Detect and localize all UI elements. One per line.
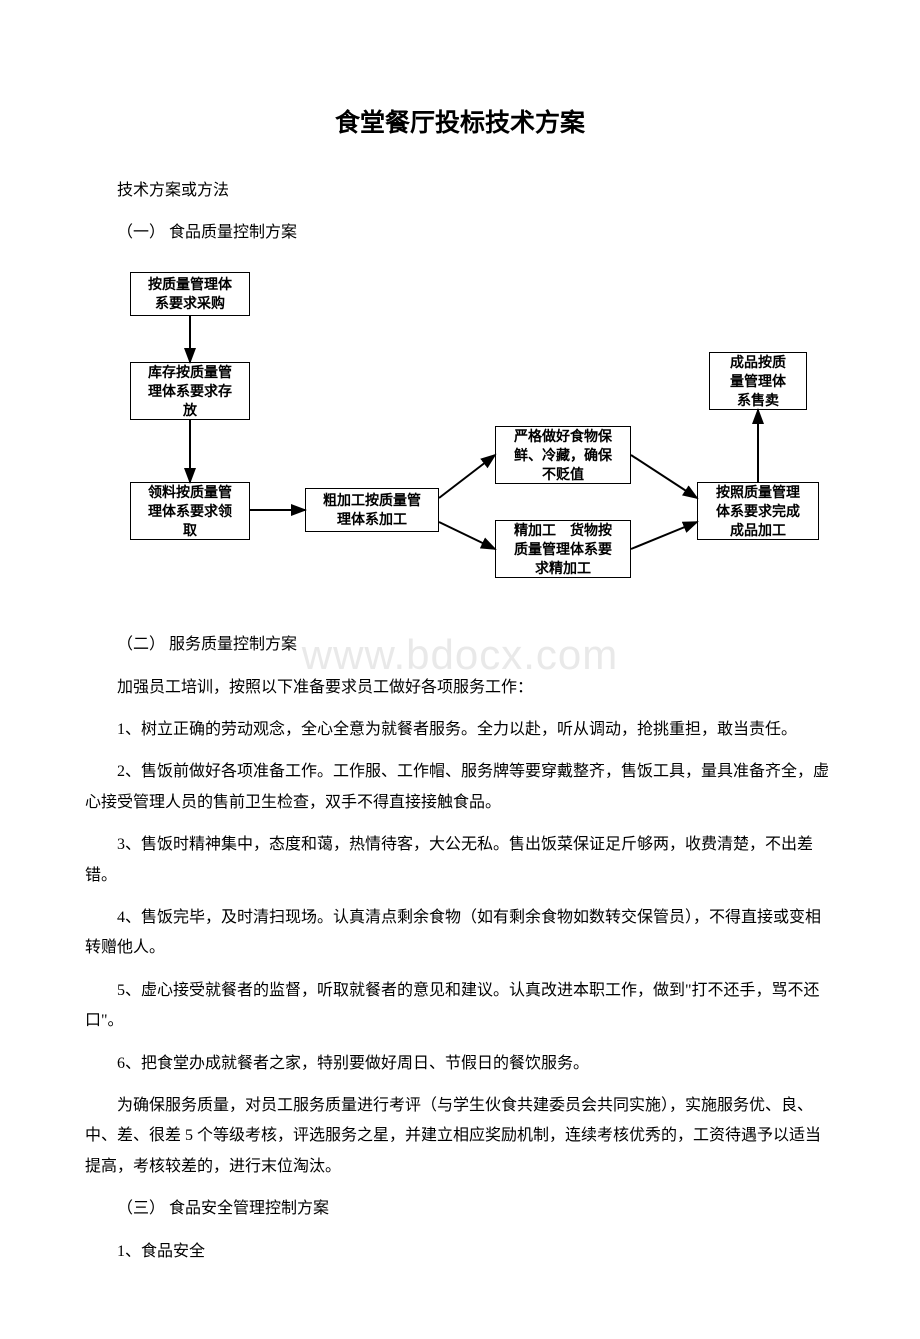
section-2-item: 6、把食堂办成就餐者之家，特别要做好周日、节假日的餐饮服务。 bbox=[85, 1049, 835, 1079]
flowchart-node-n4: 粗加工按质量管理体系加工 bbox=[305, 488, 439, 532]
section-2-tail: 为确保服务质量，对员工服务质量进行考评（与学生伙食共建委员会共同实施），实施服务… bbox=[85, 1091, 835, 1182]
section-1-heading: （一） 食品质量控制方案 bbox=[85, 218, 835, 248]
section-2-item: 2、售饭前做好各项准备工作。工作服、工作帽、服务牌等要穿戴整齐，售饭工具，量具准… bbox=[85, 757, 835, 818]
flowchart-edge bbox=[631, 522, 697, 549]
section-2-item: 5、虚心接受就餐者的监督，听取就餐者的意见和建议。认真改进本职工作，做到"打不还… bbox=[85, 976, 835, 1037]
flowchart-edge bbox=[631, 455, 697, 498]
section-3-item-1: 1、食品安全 bbox=[85, 1237, 835, 1267]
section-3-heading: （三） 食品安全管理控制方案 bbox=[85, 1194, 835, 1224]
food-quality-flowchart: 按质量管理体系要求采购库存按质量管理体系要求存放领料按质量管理体系要求领取 粗加工… bbox=[75, 260, 835, 620]
flowchart-edge bbox=[439, 455, 495, 498]
flowchart-edge bbox=[439, 522, 495, 549]
section-2-item: 3、售饭时精神集中，态度和蔼，热情待客，大公无私。售出饭菜保证足斤够两，收费清楚… bbox=[85, 830, 835, 891]
flowchart-node-n5: 严格做好食物保鲜、冷藏，确保不贬值 bbox=[495, 426, 631, 484]
flowchart-node-n1: 按质量管理体系要求采购 bbox=[130, 272, 250, 316]
section-2-heading: （二） 服务质量控制方案 bbox=[85, 630, 835, 660]
intro-line: 技术方案或方法 bbox=[85, 176, 835, 206]
flowchart-node-n3: 领料按质量管理体系要求领取 bbox=[130, 482, 250, 540]
section-2-intro: 加强员工培训，按照以下准备要求员工做好各项服务工作： bbox=[85, 673, 835, 703]
section-2-item: 4、售饭完毕，及时清扫现场。认真清点剩余食物（如有剩余食物如数转交保管员），不得… bbox=[85, 903, 835, 964]
section-2-list: 1、树立正确的劳动观念，全心全意为就餐者服务。全力以赴，听从调动，抢挑重担，敢当… bbox=[85, 715, 835, 1079]
flowchart-node-n6: 精加工 货物按质量管理体系要求精加工 bbox=[495, 520, 631, 578]
flowchart-node-n8: 成品按质量管理体系售卖 bbox=[709, 352, 807, 410]
flowchart-node-n2: 库存按质量管理体系要求存放 bbox=[130, 362, 250, 420]
flowchart-node-n7: 按照质量管理体系要求完成成品加工 bbox=[697, 482, 819, 540]
section-2-item: 1、树立正确的劳动观念，全心全意为就餐者服务。全力以赴，听从调动，抢挑重担，敢当… bbox=[85, 715, 835, 745]
page-title: 食堂餐厅投标技术方案 bbox=[85, 100, 835, 148]
